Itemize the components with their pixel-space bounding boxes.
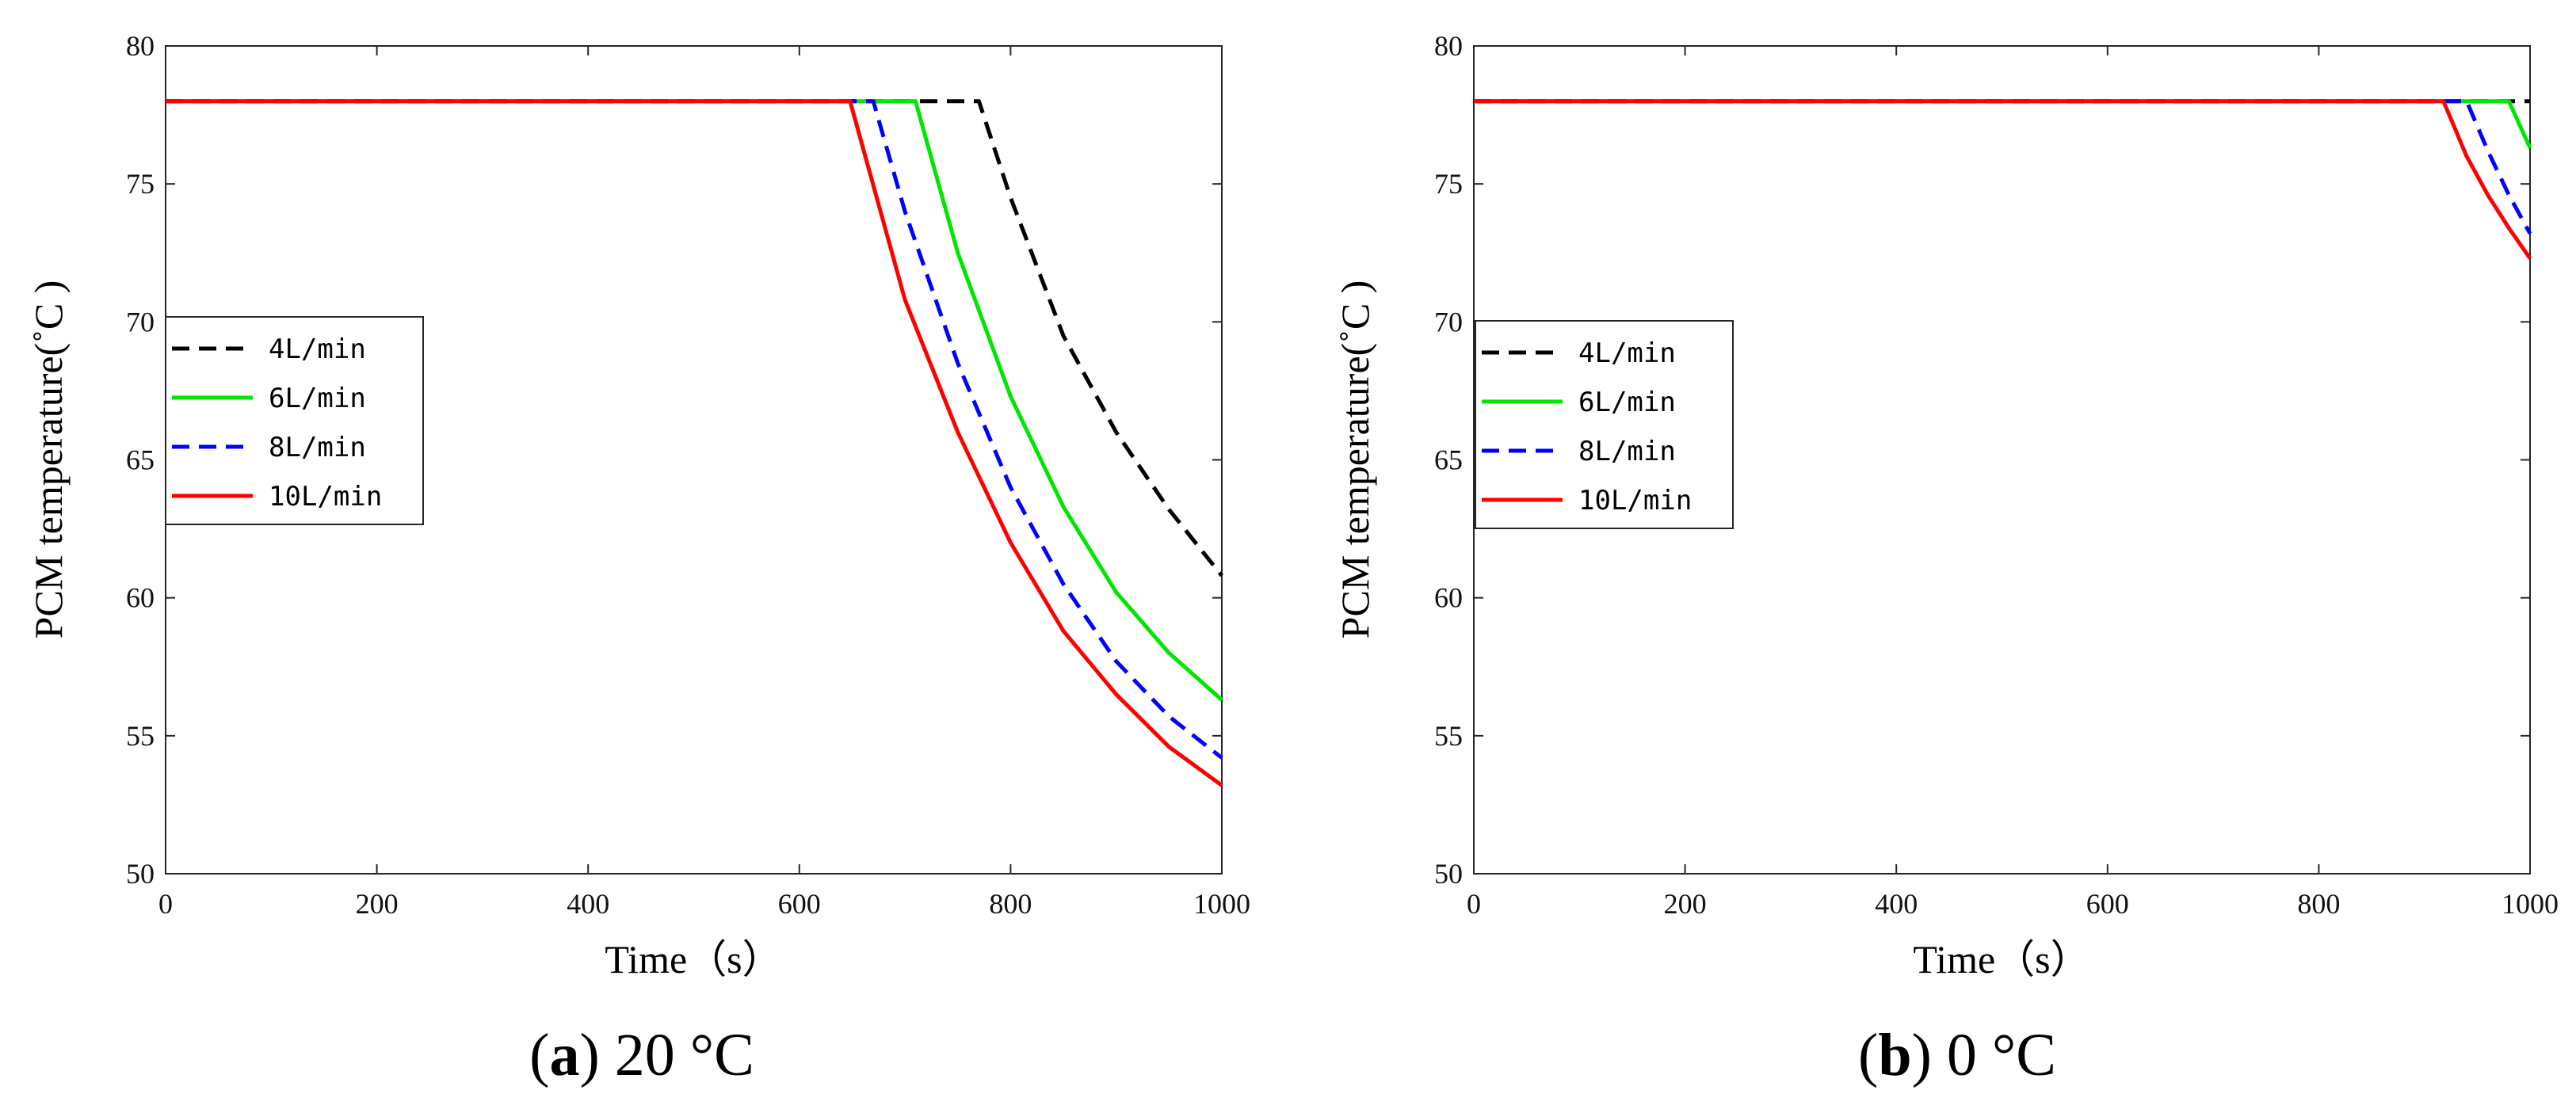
x-tick-label: 400 xyxy=(1875,888,1918,920)
legend-label: 10L/min xyxy=(1578,485,1692,516)
x-tick-label: 1000 xyxy=(2502,888,2559,920)
caption-close: ) xyxy=(579,1022,599,1088)
legend-label: 8L/min xyxy=(269,432,366,463)
x-axis-title: Time（s） xyxy=(1913,937,2089,981)
series-line-8lmin xyxy=(166,99,1223,760)
y-tick-label: 80 xyxy=(126,30,155,62)
x-tick-label: 0 xyxy=(158,888,173,920)
x-tick-label: 0 xyxy=(1467,888,1481,920)
caption-text: 0 °C xyxy=(1932,1022,2056,1088)
y-tick-label: 55 xyxy=(126,720,155,752)
panel-caption: (a) 20 °C xyxy=(529,1022,754,1088)
caption-open: ( xyxy=(1858,1022,1878,1088)
legend-label: 8L/min xyxy=(1578,436,1676,467)
y-tick-label: 65 xyxy=(126,444,155,476)
caption-letter: b xyxy=(1878,1022,1911,1088)
legend: 4L/min 6L/min 8L/min 10L/min xyxy=(165,316,424,525)
caption-close: ) xyxy=(1912,1022,1932,1088)
caption-open: ( xyxy=(529,1022,549,1088)
legend-box xyxy=(1475,320,1734,529)
y-tick-label: 60 xyxy=(1434,582,1463,614)
x-tick-label: 800 xyxy=(2297,888,2340,920)
y-axis-title: PCM temperature(˚C ) xyxy=(26,280,71,639)
y-tick-label: 70 xyxy=(1434,306,1463,337)
x-tick-label: 200 xyxy=(356,888,399,920)
legend-label: 6L/min xyxy=(1578,387,1676,418)
caption-letter: a xyxy=(549,1022,579,1088)
caption-text: 20 °C xyxy=(600,1022,754,1088)
panel-caption: (b) 0 °C xyxy=(1858,1022,2056,1088)
y-tick-label: 50 xyxy=(126,858,155,890)
chart-panel-b: 0 200 400 600 800 1000 50 55 60 65 70 75 80 4L/min 6L/… xyxy=(1333,30,2559,1088)
legend-label: 4L/min xyxy=(1578,337,1676,369)
legend-label: 6L/min xyxy=(269,383,366,414)
x-tick-label: 1000 xyxy=(1193,888,1250,920)
x-tick-label: 200 xyxy=(1664,888,1707,920)
chart-panel-a: 0 200 400 600 800 1000 50 55 60 65 70 75 80 4L/min 6L/… xyxy=(26,30,1250,1088)
x-axis-title: Time（s） xyxy=(605,937,781,981)
x-tick-label: 800 xyxy=(989,888,1032,920)
series-line-10lmin xyxy=(166,99,1223,787)
y-tick-label: 65 xyxy=(1434,444,1463,476)
y-tick-label: 70 xyxy=(126,306,155,337)
x-tick-label: 400 xyxy=(567,888,609,920)
y-tick-label: 75 xyxy=(126,168,155,200)
series-line-6lmin xyxy=(166,99,1223,702)
x-tick-label: 600 xyxy=(2086,888,2129,920)
y-tick-label: 80 xyxy=(1434,30,1463,62)
legend-box xyxy=(165,316,424,525)
legend: 4L/min 6L/min 8L/min 10L/min xyxy=(1475,320,1734,529)
y-tick-label: 55 xyxy=(1434,720,1463,752)
series-line-10lmin xyxy=(1474,99,2532,260)
y-tick-label: 50 xyxy=(1434,858,1463,890)
x-tick-label: 600 xyxy=(778,888,821,920)
legend-label: 4L/min xyxy=(269,333,366,365)
y-tick-label: 75 xyxy=(1434,168,1463,200)
y-axis-title: PCM temperature(˚C ) xyxy=(1333,280,1377,639)
series-line-4lmin xyxy=(166,99,1223,577)
y-tick-label: 60 xyxy=(126,582,155,614)
legend-label: 10L/min xyxy=(269,481,382,513)
